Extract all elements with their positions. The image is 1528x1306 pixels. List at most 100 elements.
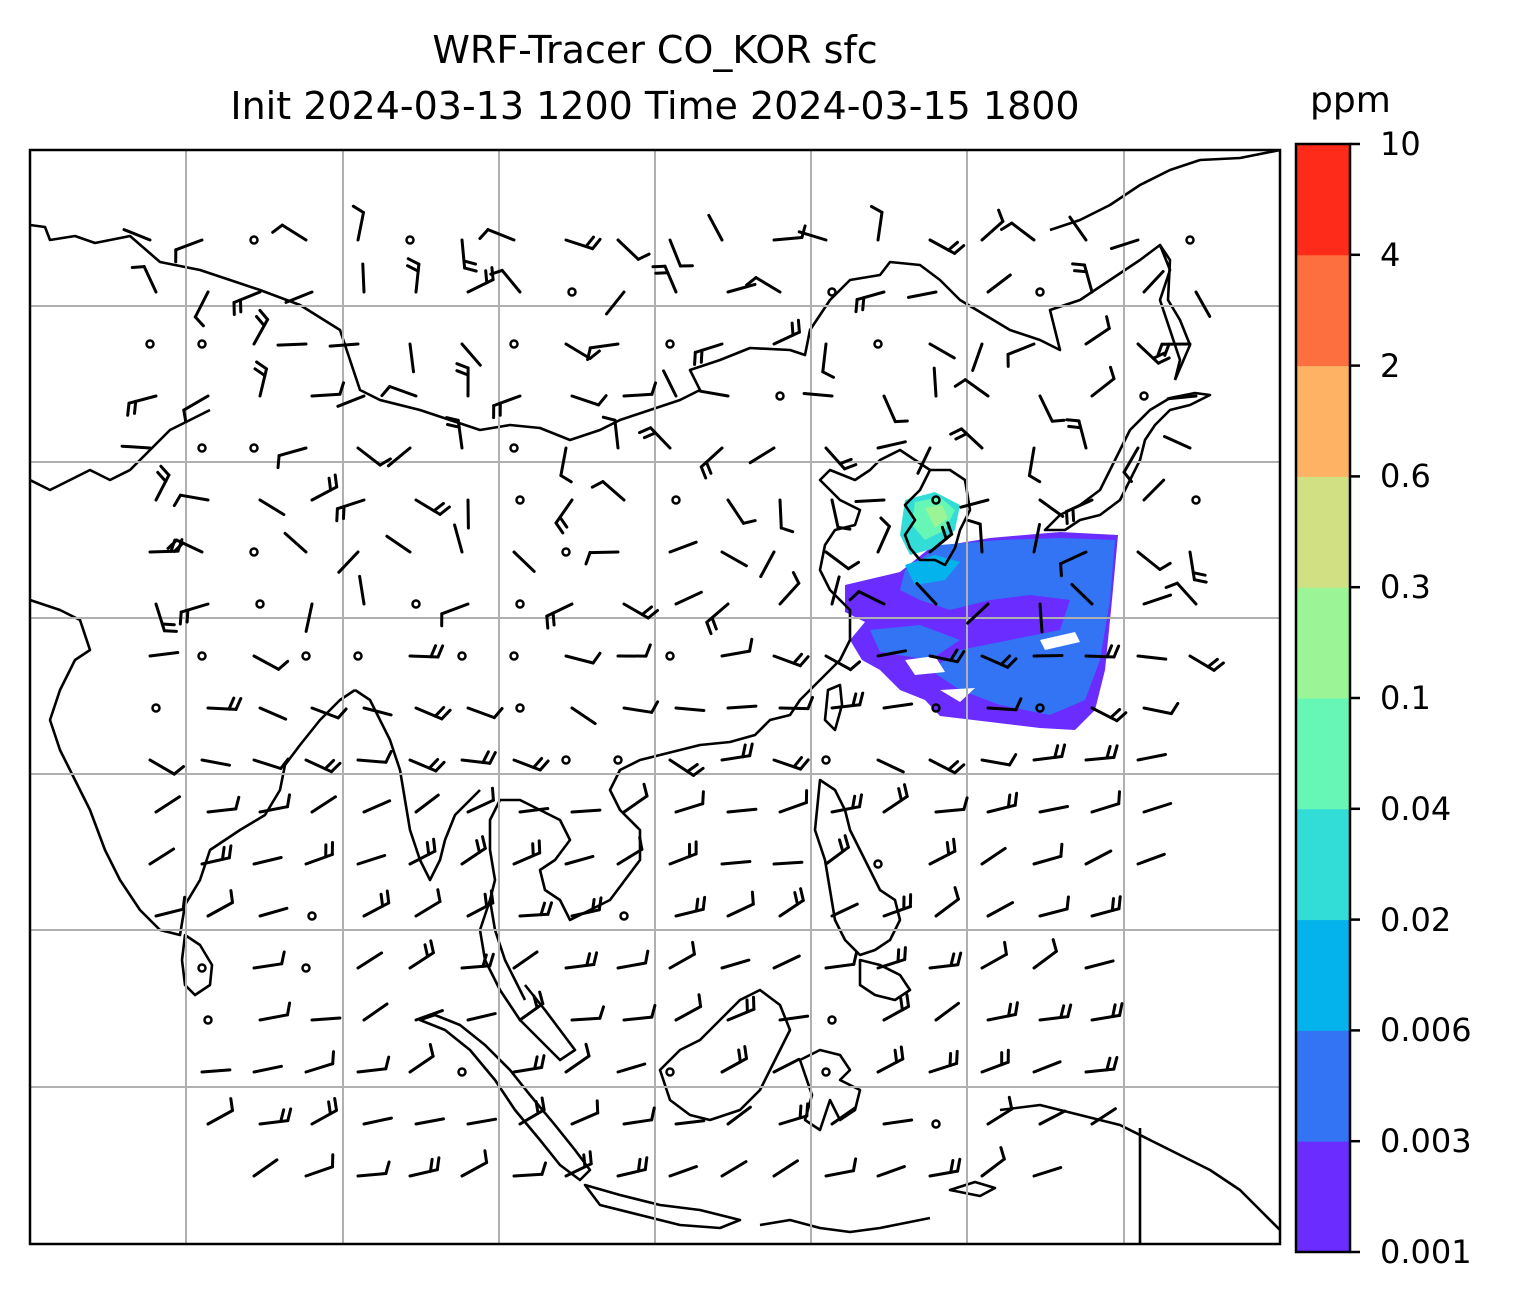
wind-barb — [328, 342, 360, 348]
wind-barb-feather — [1006, 793, 1012, 809]
wind-barb-feather — [279, 1108, 286, 1123]
wind-barb — [934, 807, 966, 814]
wind-barb-feather — [532, 757, 544, 769]
wind-barb-feather — [1109, 365, 1116, 381]
wind-barb — [310, 392, 342, 398]
wind-barb-feather — [481, 835, 487, 850]
wind-barb-feather — [329, 761, 342, 774]
wind-barb — [512, 550, 536, 573]
wind-barb — [182, 394, 210, 412]
wind-barb — [1006, 342, 1036, 356]
wind-barb — [726, 282, 757, 294]
map-panel[interactable] — [30, 150, 1280, 1244]
wind-barb — [959, 498, 990, 509]
wind-barb-feather — [160, 622, 176, 627]
wind-barb — [882, 394, 897, 424]
wind-barb — [252, 654, 281, 671]
wind-barb — [605, 290, 626, 316]
wind-barb-feather — [790, 321, 795, 337]
wind-barb-feather — [446, 423, 461, 429]
wind-barb-feather — [1163, 342, 1171, 357]
wind-barb — [414, 498, 442, 516]
coastline-taiwan — [823, 683, 844, 732]
wind-barb-feather — [858, 793, 863, 809]
wind-barb — [720, 649, 752, 658]
plume-level-0.003-b — [870, 625, 960, 660]
wind-barb — [232, 290, 262, 304]
wind-barb-feather — [384, 1160, 391, 1175]
wind-barb — [960, 427, 984, 450]
wind-barb-feather — [1059, 562, 1063, 578]
wind-barb — [258, 706, 288, 721]
wind-barb — [830, 498, 840, 529]
wind-barb — [778, 1114, 809, 1126]
wind-barb — [570, 706, 597, 726]
wind-barb — [310, 1108, 338, 1126]
wind-barb — [854, 498, 886, 503]
wind-barb-feather — [946, 240, 959, 252]
wind-barb-feather — [1000, 221, 1014, 231]
plume-level-0.1 — [925, 505, 948, 528]
wind-barb-feather — [475, 839, 481, 854]
wind-barb — [1038, 498, 1065, 518]
calm-wind-marker — [873, 859, 883, 869]
wind-barb — [1065, 498, 1094, 513]
wind-barb-feather — [172, 493, 182, 508]
wind-barb-feather — [432, 501, 445, 513]
wind-barb — [830, 703, 862, 710]
wind-barb-feather — [691, 766, 705, 777]
wind-barb — [668, 1165, 698, 1178]
wind-barb-feather — [185, 608, 190, 624]
wind-barb — [1084, 1067, 1116, 1074]
wind-barb — [362, 901, 391, 918]
wind-barb — [460, 964, 492, 970]
wind-barb-feather — [182, 408, 188, 424]
wind-barb — [336, 394, 366, 408]
wind-barb-feather — [650, 381, 657, 396]
wind-barb-feather — [1071, 262, 1086, 267]
wind-barb — [698, 389, 730, 398]
wind-barb — [500, 268, 522, 294]
wind-barb-feather — [1051, 938, 1058, 953]
wind-barb-feather — [385, 889, 391, 905]
wind-barb — [154, 907, 185, 918]
wind-barb — [772, 758, 802, 771]
wind-barb-feather — [532, 994, 539, 1010]
wind-barb — [1070, 583, 1094, 606]
wind-barb — [304, 758, 333, 774]
coastline-nusa-tenggara — [759, 1216, 931, 1234]
wind-barb-feather — [858, 691, 865, 707]
wind-barb-feather — [870, 205, 884, 214]
plume-level-0.003 — [900, 538, 1115, 715]
coastline-sumatra — [418, 1013, 592, 1182]
wind-barb — [310, 795, 337, 814]
wind-barb-feather — [646, 609, 659, 620]
wind-barb — [772, 860, 804, 866]
colorbar-tick-label: 0.02 — [1380, 900, 1452, 939]
wind-barb — [674, 706, 706, 712]
wind-barb — [1142, 802, 1173, 814]
calm-wind-marker — [145, 339, 155, 349]
wind-barb — [1059, 550, 1088, 566]
wind-barb — [1166, 394, 1198, 401]
wind-barb-feather — [462, 259, 477, 266]
calm-wind-marker — [613, 755, 623, 765]
wind-barb — [649, 426, 672, 450]
wind-barb-feather — [1105, 745, 1112, 760]
wind-barb — [720, 1160, 748, 1178]
wind-barb-feather — [949, 1159, 955, 1174]
wind-barb-feather — [429, 644, 438, 659]
wind-barb — [1136, 753, 1167, 762]
wind-barb-feather — [650, 1106, 656, 1122]
wind-barb — [772, 1057, 801, 1074]
wind-barb-feather — [277, 659, 290, 671]
wind-barb — [824, 446, 847, 471]
wind-barb-feather — [905, 993, 910, 1008]
wind-barb-feather — [638, 426, 653, 435]
wind-barb-feather — [1007, 1095, 1014, 1111]
wind-barb — [148, 847, 176, 866]
wind-barb — [876, 440, 907, 450]
calm-wind-marker — [1185, 235, 1195, 245]
wind-barb — [456, 418, 464, 450]
